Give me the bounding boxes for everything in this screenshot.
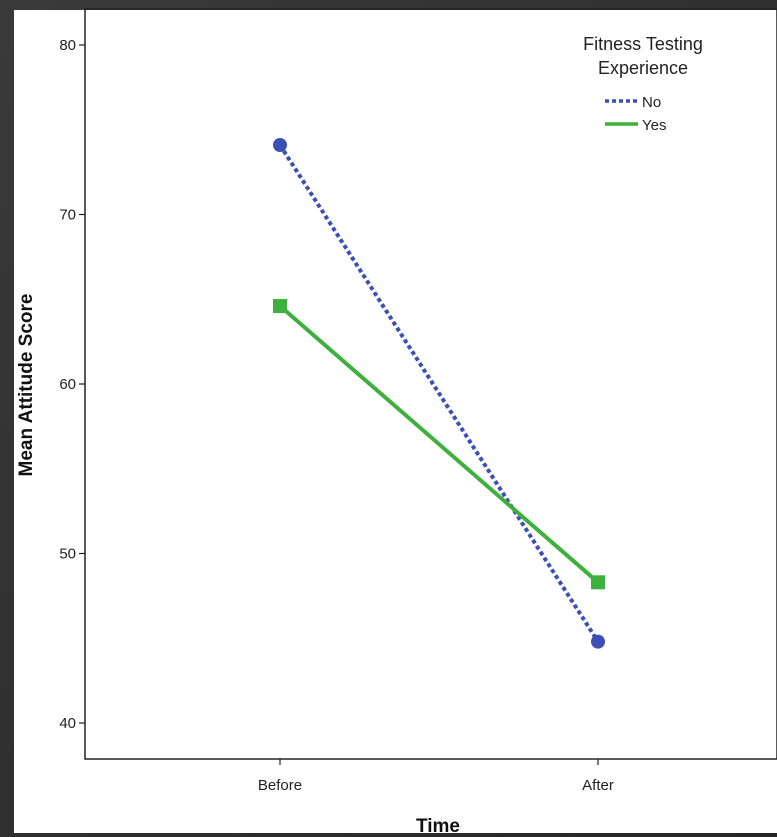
legend-items: No Yes — [605, 94, 666, 134]
data-point-yes — [273, 299, 287, 314]
y-tick-label: 40 — [59, 715, 76, 732]
chart-panel — [14, 10, 777, 833]
legend-label-no: No — [642, 94, 661, 111]
y-tick-label: 60 — [59, 376, 76, 393]
x-axis-ticks: Before After — [258, 759, 614, 794]
x-tick-label: After — [582, 777, 614, 794]
y-tick-label: 50 — [59, 546, 76, 563]
series-group — [273, 138, 605, 649]
x-axis-title: Time — [416, 816, 460, 837]
y-tick-label: 80 — [59, 37, 76, 54]
legend-title-line1: Fitness Testing — [583, 34, 703, 54]
legend: Fitness Testing Experience No Yes — [583, 34, 703, 134]
x-tick-label: Before — [258, 777, 302, 794]
y-tick-label: 70 — [59, 207, 76, 224]
y-axis-title: Mean Attitude Score — [16, 294, 37, 477]
legend-label-yes: Yes — [642, 117, 666, 134]
series-line-yes — [278, 304, 600, 584]
data-point-no — [273, 138, 287, 153]
y-axis-ticks: 40 50 60 70 80 — [59, 37, 85, 732]
series-line-no — [278, 143, 600, 643]
data-point-no — [591, 634, 605, 649]
data-point-yes — [591, 575, 605, 590]
legend-title-line2: Experience — [598, 58, 688, 78]
